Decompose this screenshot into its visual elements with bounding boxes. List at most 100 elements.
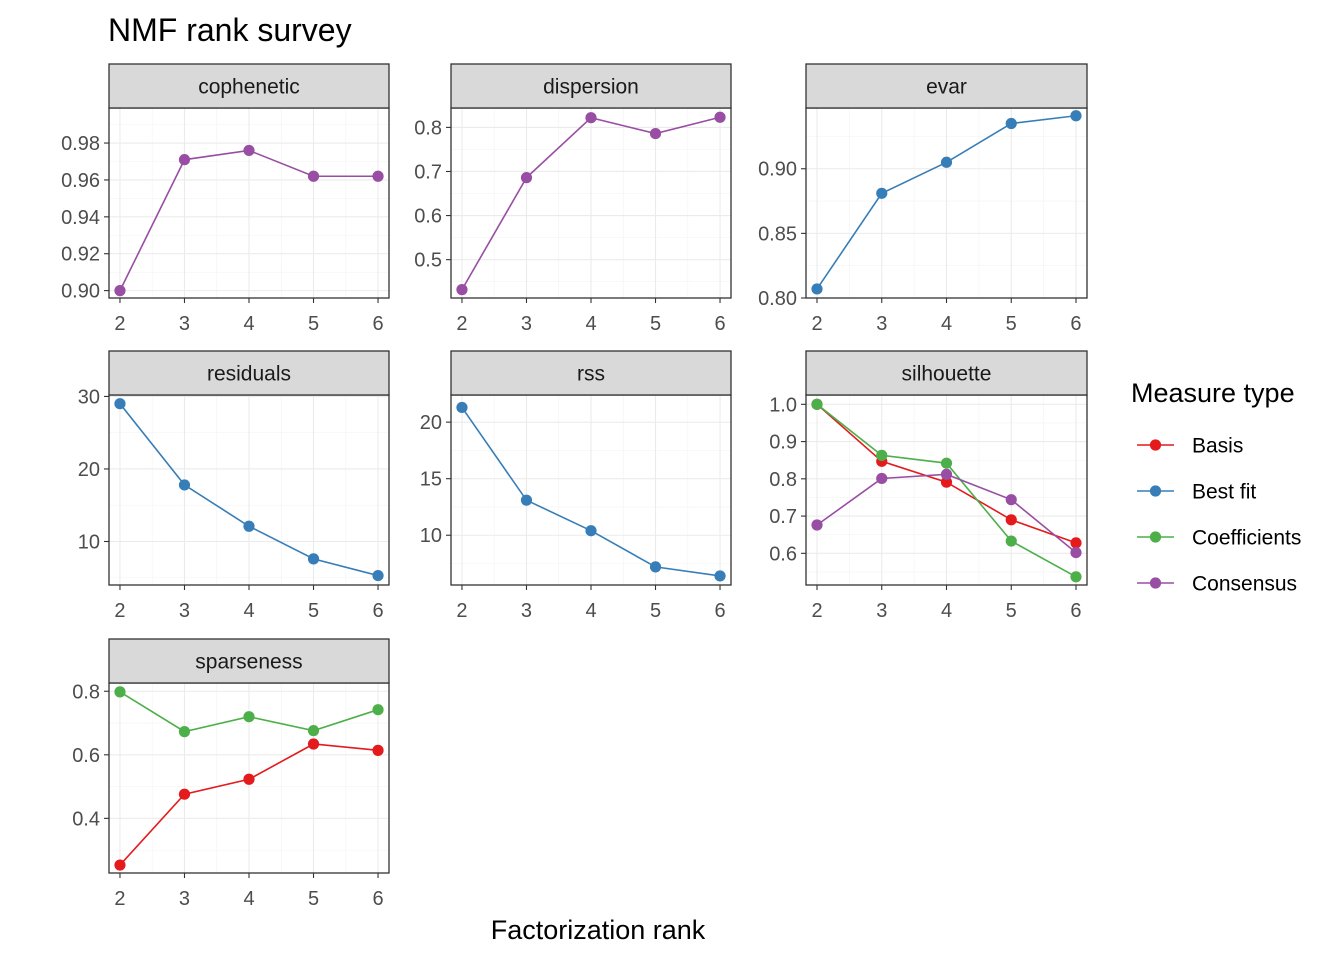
data-point bbox=[243, 520, 255, 532]
legend-title: Measure type bbox=[1131, 378, 1295, 408]
data-point bbox=[114, 285, 126, 297]
y-tick-label: 0.8 bbox=[769, 469, 797, 491]
facet-strip-label: residuals bbox=[207, 363, 291, 386]
series-consensus bbox=[114, 144, 384, 297]
series-coefficients bbox=[114, 686, 384, 738]
y-tick-label: 1.0 bbox=[769, 394, 797, 416]
data-point bbox=[1070, 110, 1082, 122]
facet-strip bbox=[450, 350, 732, 396]
legend-entry-best-fit: Best fit bbox=[1137, 481, 1256, 504]
data-point bbox=[178, 479, 191, 491]
y-tick-label: 0.4 bbox=[72, 808, 100, 830]
data-point bbox=[714, 570, 726, 582]
x-tick-label: 6 bbox=[714, 600, 725, 622]
facet-strip-label: silhouette bbox=[902, 363, 992, 386]
data-point bbox=[649, 561, 662, 573]
legend-key-point bbox=[1149, 439, 1162, 451]
data-point bbox=[307, 170, 320, 182]
data-point bbox=[243, 144, 255, 157]
data-point bbox=[372, 170, 384, 182]
series-consensus bbox=[456, 111, 726, 296]
legend-key-point bbox=[1149, 531, 1162, 543]
series-best-fit bbox=[456, 401, 726, 582]
x-tick-label: 5 bbox=[1006, 600, 1017, 622]
y-tick-label: 0.6 bbox=[414, 206, 442, 228]
x-tick-label: 6 bbox=[714, 313, 725, 335]
legend: Measure type Basis Best fit Coefficients Co… bbox=[1131, 378, 1301, 596]
y-tick-label: 0.85 bbox=[758, 223, 797, 245]
legend-key-point bbox=[1149, 577, 1162, 589]
x-tick-label: 6 bbox=[372, 888, 383, 910]
series-best-fit bbox=[114, 398, 384, 582]
chart-title: NMF rank survey bbox=[108, 12, 352, 48]
data-point bbox=[811, 283, 823, 295]
y-tick-label: 10 bbox=[78, 531, 100, 553]
data-point bbox=[243, 773, 255, 785]
y-tick-label: 0.96 bbox=[61, 170, 100, 192]
data-point bbox=[372, 704, 384, 716]
x-tick-label: 2 bbox=[811, 313, 822, 335]
y-tick-label: 0.98 bbox=[61, 133, 100, 155]
y-tick-label: 0.90 bbox=[758, 159, 797, 181]
facet-strip-label: dispersion bbox=[543, 76, 639, 99]
y-tick-label: 0.9 bbox=[769, 432, 797, 454]
x-tick-label: 5 bbox=[308, 600, 319, 622]
x-tick-label: 3 bbox=[876, 313, 887, 335]
data-point bbox=[456, 284, 468, 296]
data-point bbox=[307, 725, 320, 737]
y-tick-label: 0.80 bbox=[758, 288, 797, 310]
data-point bbox=[307, 738, 320, 750]
facet-strip bbox=[108, 638, 390, 684]
data-point bbox=[520, 494, 533, 506]
y-tick-label: 15 bbox=[420, 469, 442, 491]
y-tick-label: 0.90 bbox=[61, 281, 100, 303]
x-tick-label: 2 bbox=[456, 600, 467, 622]
x-tick-label: 4 bbox=[941, 600, 952, 622]
facet-strip bbox=[108, 63, 390, 109]
facet-strip bbox=[108, 350, 390, 396]
y-tick-label: 0.6 bbox=[769, 543, 797, 565]
x-tick-label: 2 bbox=[114, 888, 125, 910]
data-point bbox=[1005, 117, 1017, 130]
y-tick-label: 30 bbox=[78, 386, 100, 408]
data-point bbox=[585, 525, 597, 537]
legend-entries: Basis Best fit Coefficients Consensus bbox=[1137, 435, 1301, 596]
facet-strip bbox=[450, 63, 732, 109]
y-tick-label: 0.5 bbox=[414, 250, 442, 272]
y-tick-label: 0.8 bbox=[414, 117, 442, 139]
panel-dispersion: dispersion 0.5 0.6 0.7 0.8 2 3 4 5 6 bbox=[414, 63, 732, 335]
data-point bbox=[372, 569, 384, 582]
series-basis bbox=[114, 738, 384, 871]
panel-residuals: residuals 10 20 30 2 3 4 5 6 bbox=[78, 350, 390, 622]
panel-evar: evar 0.80 0.85 0.90 2 3 4 5 6 bbox=[758, 63, 1088, 335]
legend-label: Consensus bbox=[1192, 573, 1297, 596]
data-point bbox=[811, 398, 823, 410]
x-tick-label: 5 bbox=[650, 600, 661, 622]
data-point bbox=[114, 859, 126, 871]
legend-entry-coefficients: Coefficients bbox=[1137, 527, 1301, 550]
x-tick-label: 3 bbox=[521, 313, 532, 335]
data-point bbox=[1070, 537, 1082, 549]
x-tick-label: 5 bbox=[1006, 313, 1017, 335]
x-tick-label: 4 bbox=[585, 600, 596, 622]
panel-silhouette: silhouette 0.6 0.7 0.8 0.9 1.0 2 3 4 5 6 bbox=[769, 350, 1088, 622]
x-tick-label: 4 bbox=[243, 888, 254, 910]
x-tick-label: 6 bbox=[372, 600, 383, 622]
x-tick-label: 3 bbox=[179, 600, 190, 622]
facet-strip-label: cophenetic bbox=[198, 76, 300, 99]
x-tick-label: 4 bbox=[243, 600, 254, 622]
data-point bbox=[114, 398, 126, 410]
series-consensus bbox=[811, 468, 1082, 559]
y-tick-label: 0.8 bbox=[72, 681, 100, 703]
y-tick-label: 0.92 bbox=[61, 244, 100, 266]
x-tick-label: 3 bbox=[179, 313, 190, 335]
x-tick-label: 3 bbox=[179, 888, 190, 910]
data-point bbox=[307, 553, 320, 565]
data-point bbox=[456, 401, 468, 414]
facet-strip bbox=[805, 63, 1088, 109]
facet-strip-label: evar bbox=[926, 76, 967, 99]
data-point bbox=[520, 172, 533, 184]
data-point bbox=[178, 726, 191, 738]
y-tick-label: 0.94 bbox=[61, 207, 100, 229]
data-point bbox=[585, 112, 597, 124]
